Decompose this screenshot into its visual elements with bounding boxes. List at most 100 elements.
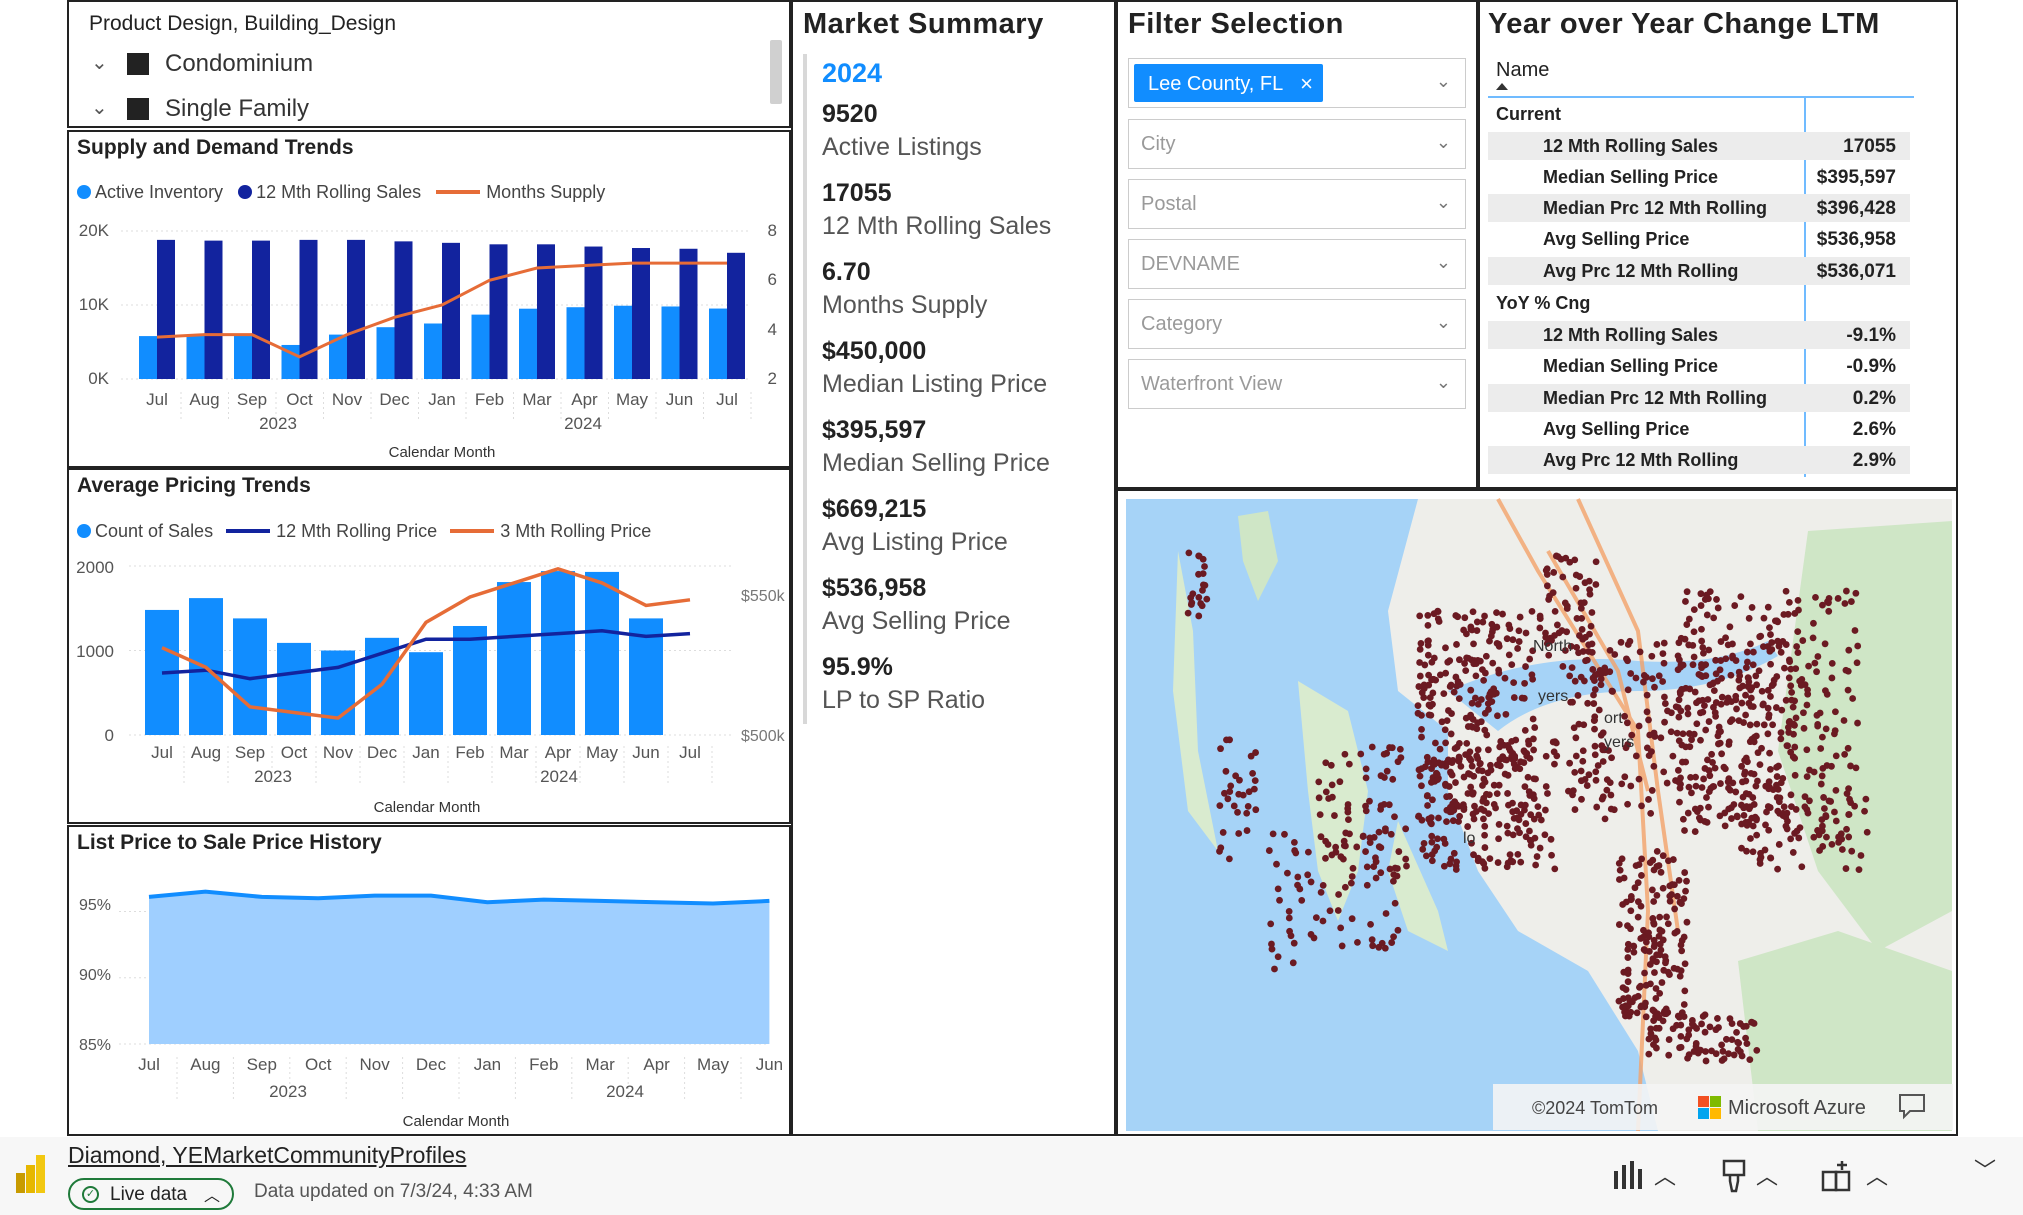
listings-map[interactable]: North yers ort yers lo ©2024 TomTom Micr… <box>1116 489 1958 1136</box>
chevron-down-icon[interactable]: ⌄ <box>1435 312 1451 332</box>
paint-brush-icon[interactable] <box>1718 1159 1750 1195</box>
supply-demand-chart: Supply and Demand Trends Active Inventor… <box>67 130 791 468</box>
chevron-down-icon[interactable]: ⌄ <box>1435 132 1451 152</box>
chevron-up-icon[interactable]: ︿ <box>1756 1164 1779 1189</box>
map-listing-dot <box>1645 1035 1653 1043</box>
summary-year: 2024 <box>822 58 883 88</box>
map-listing-dot <box>1787 791 1795 799</box>
bar-rolling-sales <box>157 239 175 379</box>
map-listing-dot <box>1778 706 1786 714</box>
map-listing-dot <box>1573 643 1581 651</box>
map-listing-dot <box>1642 999 1649 1007</box>
city-dropdown[interactable]: City ⌄ <box>1128 119 1466 169</box>
map-listing-dot <box>1430 654 1438 662</box>
map-listing-dot <box>1509 808 1517 816</box>
map-listing-dot <box>1590 691 1597 699</box>
map-listing-dot <box>1787 665 1795 673</box>
map-listing-dot <box>1457 762 1465 770</box>
map-listing-dot <box>1418 689 1426 697</box>
map-listing-dot <box>1743 1040 1751 1048</box>
average-pricing-chart: Average Pricing Trends Count of Sales 12… <box>67 468 791 824</box>
map-listing-dot <box>1319 917 1327 925</box>
x-tick: Jan <box>412 743 439 762</box>
postal-dropdown[interactable]: Postal ⌄ <box>1128 179 1466 229</box>
map-listing-dot <box>1529 715 1537 723</box>
map-listing-dot <box>1685 1051 1693 1059</box>
map-listing-dot <box>1550 748 1558 756</box>
map-listing-dot <box>1745 790 1753 798</box>
map-listing-dot <box>1676 798 1683 806</box>
map-listing-dot <box>1697 736 1704 744</box>
map-listing-dot <box>1726 1015 1734 1023</box>
live-data-button[interactable]: ✓ Live data ︿ <box>68 1178 234 1210</box>
map-listing-dot <box>1747 702 1755 710</box>
chevron-down-icon[interactable]: ﹀ <box>1974 1158 1997 1183</box>
slicer-item-condominium[interactable]: ⌄ Condominium <box>89 50 589 80</box>
bar-chart-icon[interactable] <box>1610 1159 1650 1195</box>
map-listing-dot <box>1425 701 1433 709</box>
map-listing-dot <box>1199 586 1206 594</box>
chevron-down-icon[interactable]: ⌄ <box>91 52 108 74</box>
column-header-name[interactable]: Name <box>1496 59 1550 81</box>
county-dropdown[interactable]: Lee County, FL × ⌄ <box>1128 58 1466 108</box>
map-listing-dot <box>1749 648 1757 656</box>
summary-value: $536,958 <box>822 574 927 602</box>
map-listing-dot <box>1760 614 1768 622</box>
chevron-down-icon[interactable]: ⌄ <box>1435 71 1451 91</box>
map-listing-dot <box>1752 672 1760 680</box>
map-listing-dot <box>1274 953 1282 961</box>
slicer-scrollbar[interactable] <box>770 40 782 104</box>
checkbox-icon[interactable] <box>127 98 149 120</box>
slicer-item-single-family[interactable]: ⌄ Single Family <box>89 95 589 125</box>
map-listing-dot <box>1591 725 1598 733</box>
sort-asc-icon[interactable] <box>1496 83 1508 90</box>
map-listing-dot <box>1793 827 1801 835</box>
map-listing-dot <box>1848 847 1856 855</box>
map-listing-dot <box>1675 737 1683 745</box>
chevron-up-icon[interactable]: ︿ <box>1866 1164 1889 1189</box>
map-listing-dot <box>1818 733 1826 741</box>
chevron-down-icon[interactable]: ⌄ <box>1435 252 1451 272</box>
checkbox-icon[interactable] <box>127 53 149 75</box>
map-listing-dot <box>1721 809 1729 817</box>
map-listing-dot <box>1292 849 1300 857</box>
map-listing-dot <box>1685 615 1693 623</box>
feedback-icon[interactable] <box>1899 1094 1925 1120</box>
map-listing-dot <box>1728 1036 1736 1044</box>
chevron-down-icon[interactable]: ⌄ <box>91 97 108 119</box>
map-listing-dot <box>1559 573 1567 581</box>
map-canvas[interactable]: North yers ort yers lo ©2024 TomTom Micr… <box>1118 491 1956 1134</box>
updated-text: Data updated on 7/3/24, 4:33 AM <box>254 1181 533 1202</box>
map-listing-dot <box>1669 752 1677 760</box>
yoy-change-table: Year over Year Change LTM Name Current 1… <box>1478 0 1958 489</box>
map-listing-dot <box>1615 921 1623 928</box>
bar-rolling-sales <box>252 240 270 379</box>
chevron-up-icon[interactable]: ︿ <box>1654 1164 1677 1189</box>
map-listing-dot <box>1328 793 1336 801</box>
map-listing-dot <box>1748 604 1756 611</box>
chevron-down-icon[interactable]: ⌄ <box>1435 372 1451 392</box>
add-visual-icon[interactable] <box>1820 1159 1856 1195</box>
x-tick: Nov <box>323 743 354 762</box>
map-listing-dot <box>1705 718 1713 725</box>
map-listing-dot <box>1785 598 1793 606</box>
map-listing-dot <box>1569 698 1576 706</box>
map-listing-dot <box>1677 1021 1685 1029</box>
y-tick: 0 <box>105 726 114 745</box>
bar-rolling-sales <box>299 239 318 379</box>
map-listing-dot <box>1551 760 1558 768</box>
waterfront-dropdown[interactable]: Waterfront View ⌄ <box>1128 359 1466 409</box>
selected-chip[interactable]: Lee County, FL × <box>1134 64 1323 102</box>
category-dropdown[interactable]: Category ⌄ <box>1128 299 1466 349</box>
map-land <box>1173 551 1218 851</box>
map-listing-dot <box>1634 898 1642 906</box>
devname-dropdown[interactable]: DEVNAME ⌄ <box>1128 239 1466 289</box>
chevron-down-icon[interactable]: ⌄ <box>1435 192 1451 212</box>
map-listing-dot <box>1745 614 1753 622</box>
close-icon[interactable]: × <box>1300 71 1313 96</box>
chevron-up-icon: ︿ <box>204 1188 221 1205</box>
map-listing-dot <box>1693 1025 1700 1032</box>
map-listing-dot <box>1754 749 1762 757</box>
map-listing-dot <box>1349 864 1357 872</box>
report-name-link[interactable]: Diamond, YEMarketCommunityProfiles <box>68 1142 467 1168</box>
